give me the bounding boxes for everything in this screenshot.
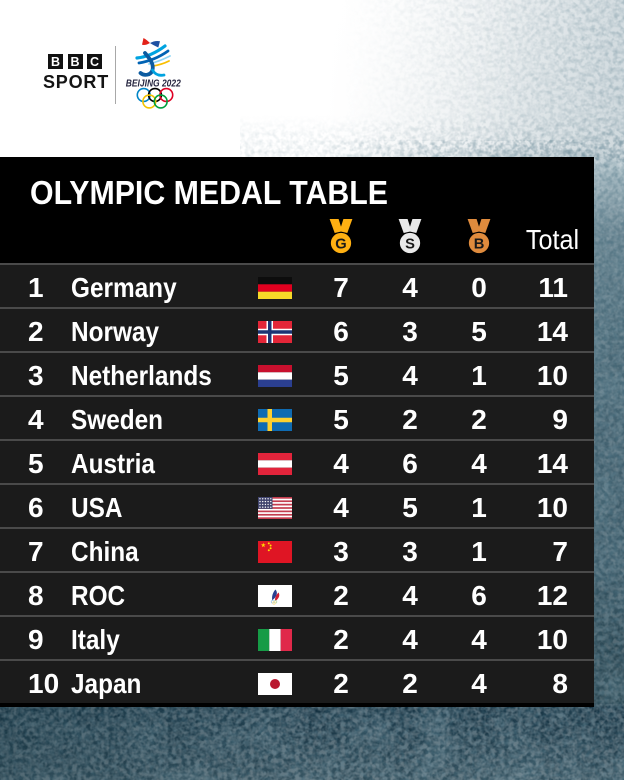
svg-text:G: G	[335, 236, 346, 252]
svg-text:BEIJING 2022: BEIJING 2022	[126, 79, 181, 90]
svg-text:S: S	[405, 236, 415, 252]
svg-text:B: B	[474, 236, 485, 252]
